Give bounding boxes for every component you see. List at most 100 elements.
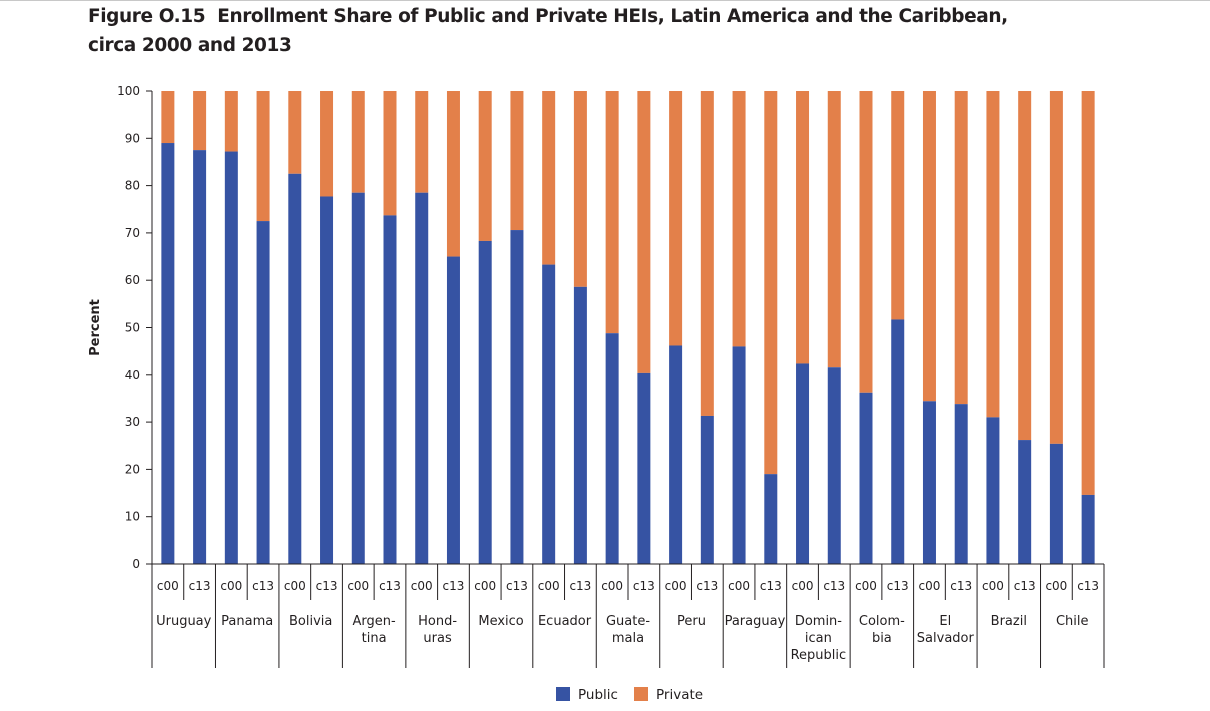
x-category-label: Uruguay xyxy=(156,614,212,629)
x-period-label: c13 xyxy=(633,579,655,593)
bar-public-mexico-c13 xyxy=(510,230,524,564)
bar-public-brazil-c00 xyxy=(986,417,1000,564)
x-period-label: c13 xyxy=(379,579,401,593)
y-tick-label: 80 xyxy=(125,179,140,193)
bar-private-argentina-c00 xyxy=(351,91,365,193)
y-tick-label: 100 xyxy=(117,84,140,98)
x-period-label: c13 xyxy=(950,579,972,593)
x-period-label: c13 xyxy=(887,579,909,593)
x-period-label: c00 xyxy=(982,579,1004,593)
y-tick-label: 90 xyxy=(125,131,140,145)
top-rule xyxy=(0,0,1210,1)
y-tick-label: 0 xyxy=(132,557,140,571)
x-period-label: c13 xyxy=(696,579,718,593)
legend-swatch-private xyxy=(634,687,648,701)
x-period-label: c13 xyxy=(316,579,338,593)
x-period-label: c13 xyxy=(189,579,211,593)
x-category-label: Brazil xyxy=(991,614,1027,629)
bar-private-dominicanrepublic-c13 xyxy=(827,91,841,368)
x-period-label: c00 xyxy=(855,579,877,593)
bar-private-peru-c13 xyxy=(700,91,714,416)
x-category-label: Republic xyxy=(791,648,847,663)
bar-public-paraguay-c00 xyxy=(732,346,746,564)
x-category-label: Chile xyxy=(1056,614,1089,629)
bar-public-honduras-c00 xyxy=(415,192,429,564)
y-tick-label: 60 xyxy=(125,273,140,287)
x-period-label: c00 xyxy=(601,579,623,593)
bar-private-mexico-c13 xyxy=(510,91,524,231)
x-category-label: Domin- xyxy=(795,614,842,629)
bar-private-argentina-c13 xyxy=(383,91,397,216)
bar-public-elsalvador-c00 xyxy=(922,401,936,564)
bar-private-dominicanrepublic-c00 xyxy=(796,91,810,364)
bar-public-chile-c00 xyxy=(1049,443,1063,564)
x-category-label: Argen- xyxy=(353,614,396,629)
bar-public-uruguay-c13 xyxy=(193,150,207,564)
x-period-label: c00 xyxy=(665,579,687,593)
bar-public-peru-c00 xyxy=(669,345,683,564)
bar-private-paraguay-c13 xyxy=(764,91,778,475)
x-category-label: bia xyxy=(872,631,892,646)
legend-swatch-public xyxy=(556,687,570,701)
bar-public-panama-c13 xyxy=(256,221,270,564)
bar-private-honduras-c13 xyxy=(446,91,460,257)
bar-private-peru-c00 xyxy=(669,91,683,346)
y-tick-label: 50 xyxy=(125,321,140,335)
x-category-label: Mexico xyxy=(478,614,523,629)
x-period-label: c13 xyxy=(443,579,465,593)
bar-public-uruguay-c00 xyxy=(161,143,175,564)
bar-private-panama-c13 xyxy=(256,91,270,222)
y-tick-label: 40 xyxy=(125,368,140,382)
bar-public-brazil-c13 xyxy=(1018,440,1032,564)
bar-public-colombia-c00 xyxy=(859,392,873,564)
bar-private-elsalvador-c00 xyxy=(922,91,936,402)
x-period-label: c00 xyxy=(728,579,750,593)
x-period-label: c00 xyxy=(157,579,179,593)
legend-label-private: Private xyxy=(656,687,703,703)
bar-public-dominicanrepublic-c13 xyxy=(827,367,841,564)
x-category-label: Salvador xyxy=(917,631,975,646)
y-axis-title: Percent xyxy=(88,299,103,356)
legend-label-public: Public xyxy=(578,687,618,703)
x-category-label: Panama xyxy=(221,614,273,629)
bar-public-paraguay-c13 xyxy=(764,474,778,564)
bar-private-bolivia-c13 xyxy=(320,91,334,197)
bar-public-colombia-c13 xyxy=(891,319,905,564)
bar-private-guatemala-c13 xyxy=(637,91,651,373)
bar-private-brazil-c13 xyxy=(1018,91,1032,441)
x-period-label: c13 xyxy=(569,579,591,593)
x-period-label: c13 xyxy=(506,579,528,593)
x-category-label: Colom- xyxy=(859,614,905,629)
bar-public-elsalvador-c13 xyxy=(954,404,968,564)
y-tick-label: 10 xyxy=(125,510,140,524)
bar-public-argentina-c00 xyxy=(351,192,365,564)
bar-public-ecuador-c00 xyxy=(542,264,556,564)
x-category-label: Bolivia xyxy=(289,614,332,629)
bar-private-mexico-c00 xyxy=(478,91,492,241)
x-category-label: Hond- xyxy=(418,614,457,629)
x-period-label: c00 xyxy=(411,579,433,593)
bar-private-uruguay-c00 xyxy=(161,91,175,144)
x-period-label: c13 xyxy=(760,579,782,593)
bar-public-dominicanrepublic-c00 xyxy=(796,363,810,564)
bar-private-guatemala-c00 xyxy=(605,91,619,334)
x-category-label: tina xyxy=(362,631,387,646)
y-tick-label: 30 xyxy=(125,415,140,429)
x-category-label: uras xyxy=(423,631,452,646)
bar-public-peru-c13 xyxy=(700,415,714,564)
figure-number: Figure O.15 xyxy=(88,6,206,27)
bar-private-bolivia-c00 xyxy=(288,91,302,174)
bar-public-guatemala-c13 xyxy=(637,372,651,564)
bar-private-uruguay-c13 xyxy=(193,91,207,151)
bar-private-ecuador-c13 xyxy=(573,91,587,287)
bar-public-bolivia-c00 xyxy=(288,173,302,564)
figure-title: Figure O.15 Enrollment Share of Public an… xyxy=(88,2,1188,60)
x-period-label: c00 xyxy=(792,579,814,593)
bar-private-colombia-c13 xyxy=(891,91,905,320)
bar-public-guatemala-c00 xyxy=(605,333,619,564)
x-category-label: Paraguay xyxy=(725,614,786,629)
x-category-label: El xyxy=(939,614,951,629)
y-tick-label: 20 xyxy=(125,462,140,476)
x-period-label: c00 xyxy=(474,579,496,593)
x-period-label: c00 xyxy=(538,579,560,593)
